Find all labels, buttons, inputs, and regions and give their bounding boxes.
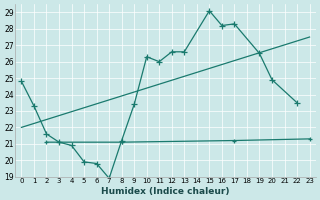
X-axis label: Humidex (Indice chaleur): Humidex (Indice chaleur) [101,187,230,196]
